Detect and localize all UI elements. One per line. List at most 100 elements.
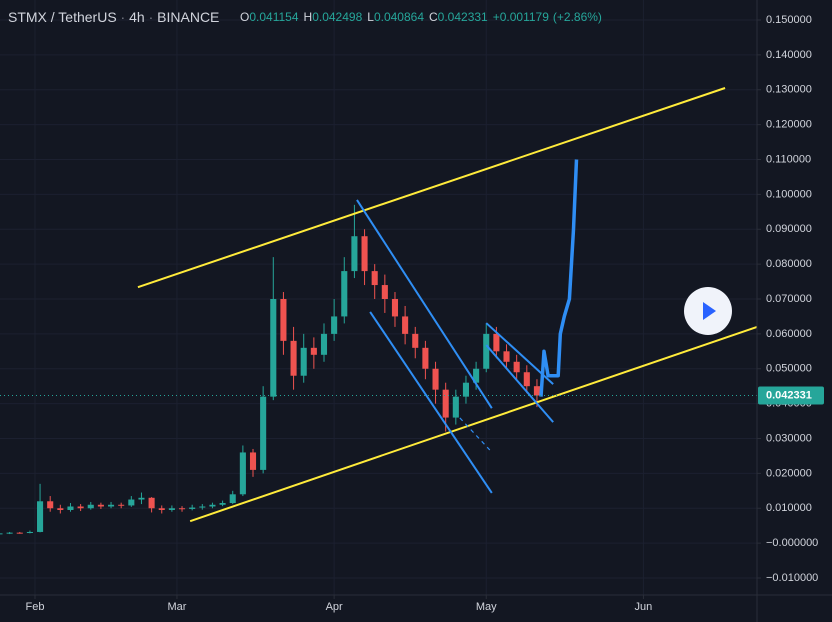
candle-body [391,299,399,317]
symbol-name: STMX / TetherUS [8,9,117,25]
ohlc-value: 0.040864 [374,10,424,24]
candle-body [533,386,540,396]
x-tick-label: Mar [167,601,186,613]
candle-body [462,382,470,397]
separator: · [117,9,129,25]
x-tick-label: Jun [635,601,653,613]
candle-body [26,531,33,534]
ohlc-label: H [304,10,313,24]
y-tick-label: 0.120000 [766,119,812,131]
play-icon[interactable] [703,302,716,320]
interval: 4h [129,9,145,25]
y-tick-label: 0.090000 [766,223,812,235]
candle-body [249,452,257,470]
candle-body [189,507,196,509]
candle-body [67,506,74,510]
candle-body [260,396,267,470]
ohlc-value: 0.041154 [249,10,298,24]
candle-body [290,340,297,376]
candle-body [493,333,500,352]
candle-body [97,504,104,507]
x-tick-label: Apr [326,601,343,613]
candle-body [239,452,246,495]
candle-body [148,497,155,509]
candle-body [310,347,317,355]
candle-body [503,351,510,362]
candle-body [483,333,490,369]
last-price-box [758,386,824,405]
separator: · [145,9,157,25]
trend-line [369,311,493,494]
trend-line [485,344,554,423]
x-tick-label: Feb [26,601,45,613]
y-tick-label: 0.150000 [766,14,812,26]
exchange: BINANCE [157,9,219,25]
y-tick-label: 0.140000 [766,49,812,61]
candle-body [412,333,419,348]
last-price-label: 0.042331 [766,389,812,401]
candle-body [168,508,175,510]
candle-body [118,504,125,506]
candle-body [432,368,439,390]
ohlc-label: O [240,10,249,24]
candle-body [219,503,226,505]
projection-line [539,159,579,397]
candle-body [158,508,165,510]
trend-line [356,199,493,409]
ohlc-value: 0.042498 [312,10,362,24]
candle-body [37,501,44,532]
candle-body [57,508,64,510]
candle-body [138,497,145,500]
y-tick-label: 0.070000 [766,293,812,305]
candle-body [16,532,23,534]
candle-body [351,236,358,272]
ohlc-label: L [367,10,374,24]
candle-body [442,389,449,418]
candle-body [402,316,409,334]
candle-body [0,533,3,535]
candle-body [331,316,338,334]
y-tick-label: 0.050000 [766,363,812,375]
trend-line [189,325,758,523]
candle-body [6,532,13,534]
y-tick-label: 0.080000 [766,258,812,270]
candle-body [422,347,429,369]
symbol: STMX / TetherUS · 4h · BINANCE [8,9,219,25]
y-tick-label: 0.020000 [766,467,812,479]
candle-body [320,333,328,355]
y-tick-label: 0.130000 [766,84,812,96]
y-tick-label: 0.110000 [766,153,811,165]
play-button[interactable] [684,287,732,335]
candle-body [361,236,368,272]
candle-body [381,285,388,299]
candle-body [270,299,277,397]
candle-body [178,508,186,510]
y-tick-label: 0.100000 [766,188,812,200]
ohlc-value: 0.042331 [438,10,488,24]
ohlc-label: C [429,10,438,24]
candle-body [107,504,115,507]
candle-body [229,494,236,504]
candle-body [371,271,378,286]
y-tick-label: 0.010000 [766,502,812,514]
x-tick-label: May [476,601,497,613]
candle-body [280,299,287,341]
y-tick-label: −0.000000 [766,537,818,549]
candle-body [47,501,54,509]
y-tick-label: 0.030000 [766,432,812,444]
y-tick-label: −0.010000 [766,572,818,584]
candle-body [473,368,480,383]
candle-body [300,347,307,376]
candle-body [209,504,216,507]
candle-body [128,499,135,506]
candle-body [87,504,94,509]
change-pct: (+2.86%) [553,10,602,24]
candle-body [341,271,348,317]
candle-body [77,506,84,509]
ohlc-legend: O0.041154 H0.042498 L0.040864 C0.042331 +0.0… [240,10,602,24]
change: +0.001179 [493,10,549,24]
candle-body [452,396,459,418]
candle-body [199,506,206,508]
y-tick-label: 0.060000 [766,328,812,340]
